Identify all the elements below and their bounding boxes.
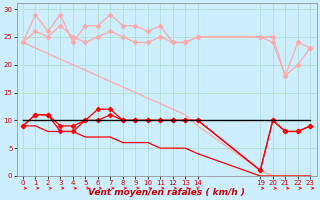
X-axis label: Vent moyen/en rafales ( km/h ): Vent moyen/en rafales ( km/h ): [88, 188, 245, 197]
